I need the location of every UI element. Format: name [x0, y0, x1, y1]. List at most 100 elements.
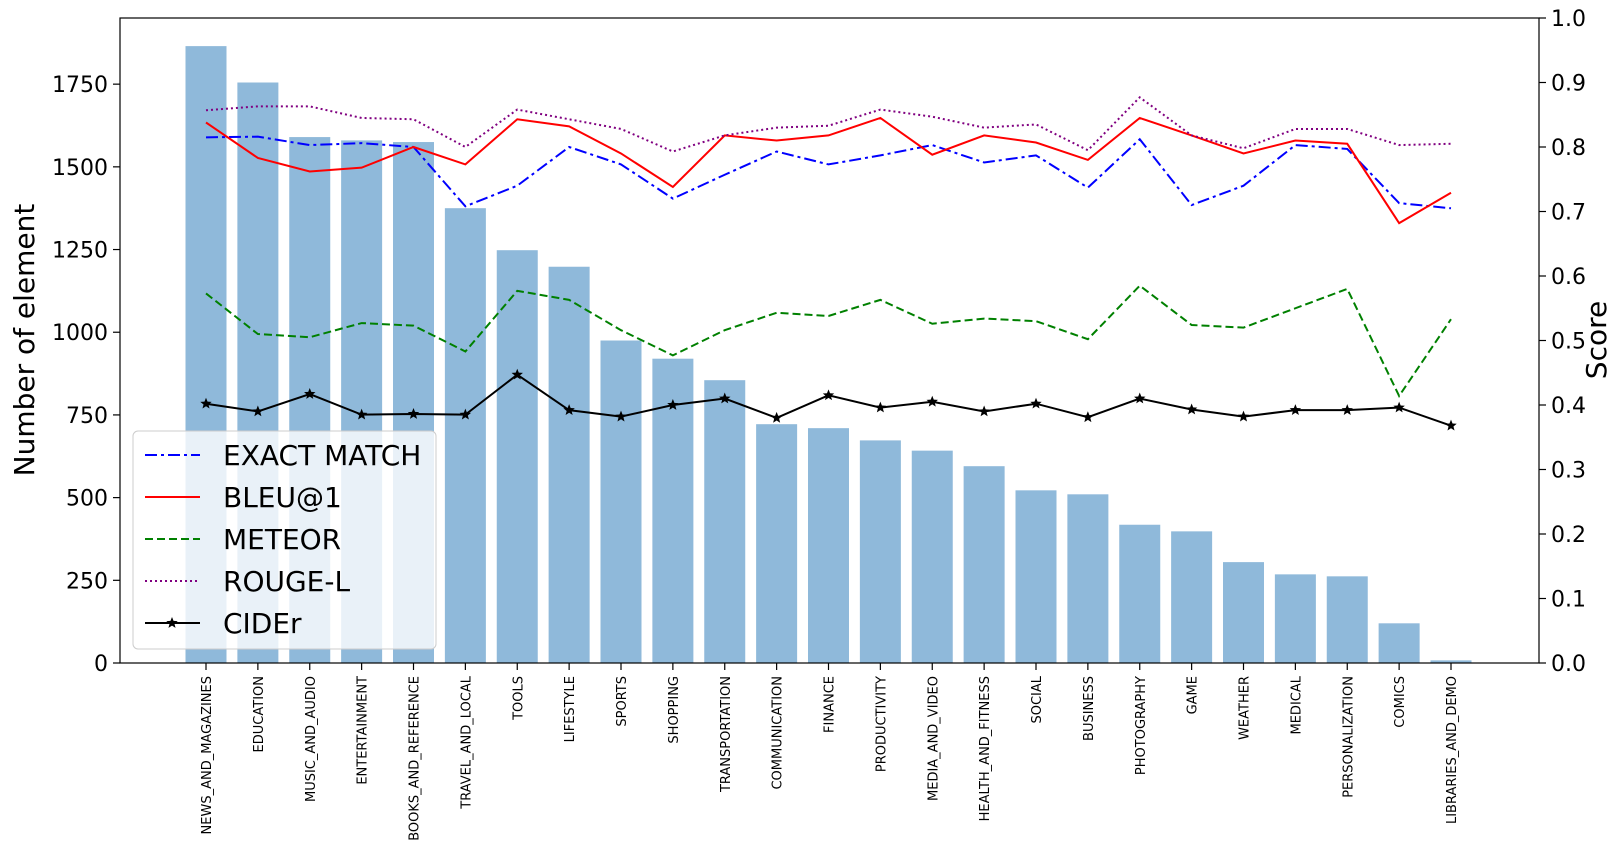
bar-sports: [600, 340, 642, 663]
right-y-axis: 0.0 0.1 0.2 0.3 0.4 0.5 0.6 0.7 0.8 0.9 1.0: [1539, 7, 1586, 677]
bar-media-and-video: [911, 450, 953, 663]
bar-finance: [808, 428, 849, 663]
series-line-rouge-l: [205, 96, 1452, 153]
bar-social: [1015, 490, 1057, 663]
cider-point-marker: [770, 411, 783, 423]
y2-tick-label: 1.0: [1551, 7, 1586, 32]
x-tick-label: HEALTH_AND_FITNESS: [978, 676, 993, 821]
x-tick-label: MEDICAL: [1289, 675, 1304, 734]
legend-label: EXACT MATCH: [223, 439, 421, 472]
bar-health-and-fitness: [963, 466, 1005, 663]
series-line-cider: [205, 373, 1452, 427]
bar-personalization: [1326, 576, 1368, 663]
cider-point-marker: [615, 410, 627, 422]
cider-point-marker: [511, 368, 523, 380]
y-tick-label: 1250: [52, 239, 108, 264]
y2-tick-label: 0.3: [1551, 459, 1586, 484]
cider-point-marker: [1030, 397, 1042, 409]
y2-tick-label: 0.0: [1551, 652, 1586, 677]
cider-point-marker: [407, 408, 420, 419]
legend-box: [132, 430, 437, 650]
x-tick-label: BOOKS_AND_REFERENCE: [408, 676, 423, 841]
legend-label: ROUGE-L: [223, 565, 350, 598]
x-tick-label: LIFESTYLE: [563, 676, 578, 742]
cider-point-marker: [304, 388, 316, 399]
bar-lifestyle: [548, 266, 590, 663]
x-tick-label: TRAVEL_AND_LOCAL: [459, 675, 474, 809]
x-tick-label: FINANCE: [823, 676, 838, 733]
x-tick-label: COMMUNICATION: [771, 676, 786, 790]
series-lines-layer: [200, 96, 1457, 431]
x-tick-label: EDUCATION: [252, 676, 267, 752]
series-line-meteor: [205, 284, 1452, 398]
bar-photography: [1119, 524, 1161, 663]
bar-game: [1171, 531, 1213, 663]
bar-medical: [1274, 574, 1316, 663]
cider-point-marker: [926, 395, 938, 407]
legend-label: METEOR: [223, 523, 341, 556]
x-tick-label: LIBRARIES_AND_DEMO: [1445, 676, 1460, 824]
x-tick-label: NEWS_AND_MAGAZINES: [200, 676, 215, 834]
series-line-bleu-1: [205, 116, 1452, 225]
legend-marker: [166, 617, 178, 628]
y2-axis-label: Score: [1580, 301, 1613, 379]
y2-tick-label: 0.1: [1551, 588, 1586, 613]
left-y-axis: 0 250 500 750 1000 1250 1500 1750: [52, 73, 120, 677]
cider-point-marker: [1289, 404, 1302, 416]
bar-business: [1067, 494, 1109, 663]
cider-point-marker: [1237, 410, 1250, 422]
bar-weather: [1223, 562, 1264, 663]
cider-point-marker: [1082, 411, 1094, 423]
cider-point-marker: [667, 399, 679, 410]
bar-shopping: [652, 358, 694, 663]
y-tick-label: 750: [66, 404, 108, 429]
x-tick-label: PRODUCTIVITY: [874, 676, 889, 772]
x-tick-label: SHOPPING: [667, 676, 682, 744]
legend-label: CIDEr: [223, 607, 302, 640]
y2-tick-label: 0.6: [1551, 265, 1586, 290]
bar-libraries-and-demo: [1430, 660, 1472, 663]
y2-tick-label: 0.9: [1551, 72, 1586, 97]
x-tick-label: MUSIC_AND_AUDIO: [304, 676, 319, 802]
cider-point-marker: [1393, 401, 1405, 413]
x-tick-label: MEDIA_AND_VIDEO: [926, 676, 941, 801]
x-axis: NEWS_AND_MAGAZINES EDUCATION MUSIC_AND_AUD…: [200, 663, 1460, 841]
cider-point-marker: [1185, 403, 1198, 415]
y-tick-label: 1750: [52, 73, 108, 98]
legend: EXACT MATCH BLEU@1 METEOR ROUGE-L CIDEr: [132, 430, 437, 650]
y2-tick-label: 0.7: [1551, 201, 1586, 226]
cider-point-marker: [874, 401, 887, 413]
y-tick-label: 500: [66, 487, 108, 512]
x-tick-label: COMICS: [1393, 676, 1408, 728]
cider-point-marker: [1134, 392, 1146, 404]
legend-label: BLEU@1: [223, 481, 342, 514]
x-tick-label: TRANSPORTATION: [719, 676, 734, 793]
bar-tools: [496, 250, 538, 663]
y-axis-label: Number of element: [8, 204, 41, 477]
cider-point-marker: [563, 404, 575, 416]
y2-tick-label: 0.2: [1551, 523, 1586, 548]
x-tick-label: WEATHER: [1238, 676, 1253, 740]
cider-point-marker: [1445, 419, 1457, 431]
x-tick-label: TOOLS: [511, 676, 526, 721]
y-tick-label: 1500: [52, 156, 108, 181]
cider-point-marker: [252, 405, 264, 417]
cider-point-marker: [719, 392, 731, 404]
x-tick-label: GAME: [1186, 676, 1201, 714]
x-tick-label: SOCIAL: [1030, 675, 1045, 723]
bar-transportation: [704, 380, 746, 663]
x-tick-label: ENTERTAINMENT: [356, 676, 371, 785]
x-tick-label: PHOTOGRAPHY: [1134, 676, 1149, 775]
bar-comics: [1378, 623, 1420, 663]
y-tick-label: 250: [66, 569, 108, 594]
y2-tick-label: 0.8: [1551, 136, 1586, 161]
cider-point-marker: [200, 397, 212, 409]
x-tick-label: PERSONALIZATION: [1341, 676, 1356, 798]
cider-point-marker: [1341, 404, 1353, 416]
x-tick-label: SPORTS: [615, 676, 630, 727]
bar-communication: [756, 424, 798, 663]
cider-point-marker: [355, 408, 368, 420]
bar-productivity: [859, 440, 901, 663]
y2-tick-label: 0.4: [1551, 394, 1586, 419]
